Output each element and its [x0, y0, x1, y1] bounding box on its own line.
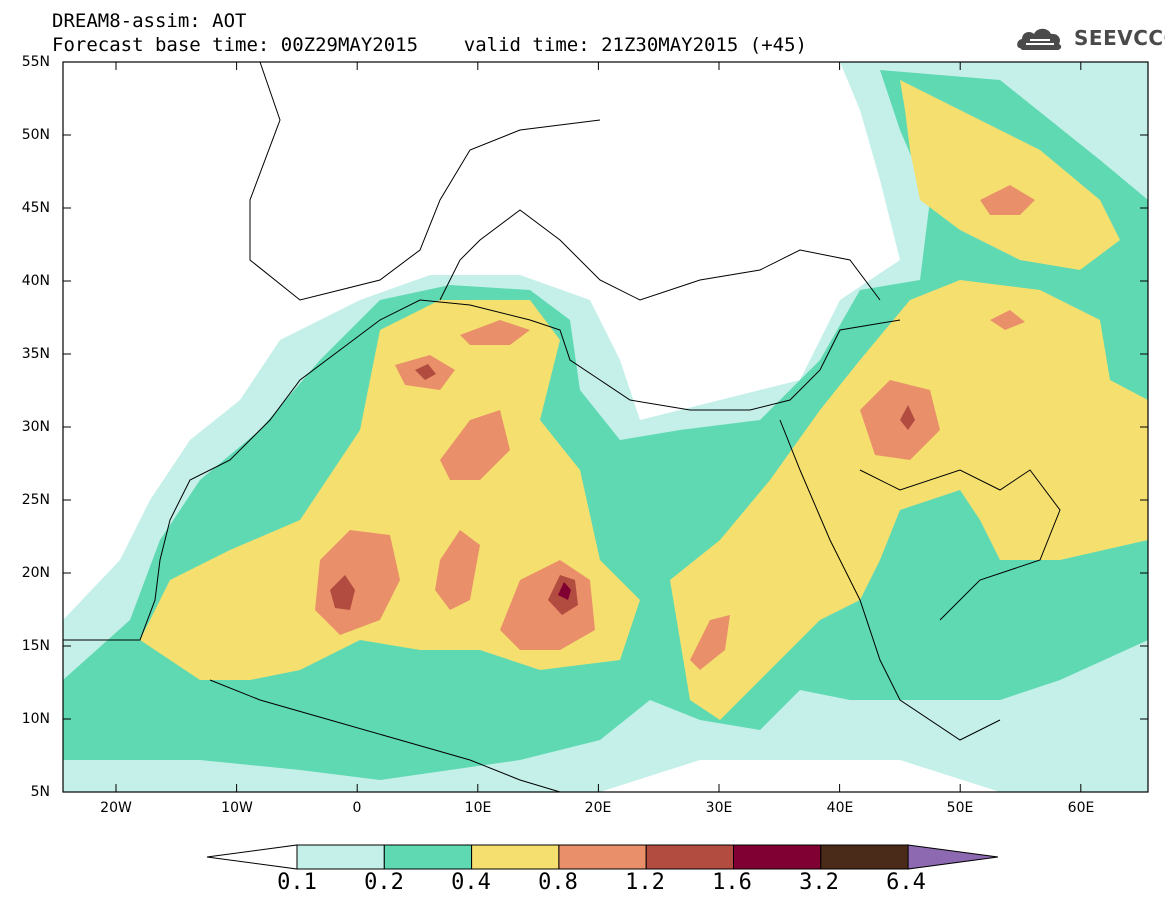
lon-label-50e: 50E: [946, 800, 974, 816]
lat-label-25n: 25N: [21, 492, 50, 508]
lon-label-40e: 40E: [826, 800, 854, 816]
colorbar-segment: [471, 844, 560, 870]
lat-label-35n: 35N: [21, 346, 50, 362]
aot-band-0-8d: [440, 410, 510, 480]
lat-label-40n: 40N: [21, 273, 50, 289]
lon-label-30e: 30E: [705, 800, 733, 816]
colorbar-segment: [820, 844, 909, 870]
lat-label-50n: 50N: [21, 127, 50, 143]
lat-label-55n: 55N: [21, 54, 50, 70]
colorbar-over-arrow: [907, 844, 999, 870]
lon-label-20e: 20E: [584, 800, 612, 816]
colorbar-label: 1.6: [712, 870, 752, 895]
lat-label-20n: 20N: [21, 565, 50, 581]
axis-ticks: [63, 61, 1148, 793]
colorbar-label: 3.2: [799, 870, 839, 895]
aot-band-0-8h: [980, 185, 1035, 215]
lat-label-45n: 45N: [21, 200, 50, 216]
forecast-time-subtitle: Forecast base time: 00Z29MAY2015 valid t…: [52, 34, 807, 56]
colorbar-label: 6.4: [886, 870, 926, 895]
colorbar-label: 0.2: [364, 870, 404, 895]
lat-label-10n: 10N: [21, 711, 50, 727]
map-title: DREAM8-assim: AOT: [52, 10, 247, 32]
colorbar: [206, 844, 999, 870]
lon-label-10e: 10E: [464, 800, 492, 816]
aot-band-1-6: [558, 582, 571, 600]
colorbar-segment: [733, 844, 822, 870]
lon-label-0: 0: [352, 800, 362, 816]
lon-label-20w: 20W: [100, 800, 132, 816]
coastlines: [63, 62, 1061, 792]
aot-band-0-8f: [690, 615, 730, 670]
aot-band-1-2c: [415, 364, 436, 380]
colorbar-segment: [383, 844, 473, 870]
aot-band-0-8i: [990, 310, 1025, 330]
aot-band-0-4: [140, 300, 640, 680]
colorbar-label: 0.8: [538, 870, 578, 895]
aot-band-0-4c: [900, 80, 1120, 270]
lat-label-30n: 30N: [21, 419, 50, 435]
logo-text: SEEVCCC: [1074, 26, 1165, 50]
lon-label-60e: 60E: [1067, 800, 1095, 816]
aot-band-0-8: [315, 530, 400, 635]
aot-band-1-2: [330, 575, 355, 610]
aot-field: [63, 62, 1148, 792]
colorbar-segment: [645, 844, 735, 870]
aot-band-0-4b: [670, 280, 1148, 720]
aot-band-0-8j: [460, 320, 530, 345]
colorbar-label: 1.2: [625, 870, 665, 895]
aot-band-1-2d: [900, 405, 915, 430]
colorbar-under-arrow: [206, 844, 298, 870]
lat-label-5n: 5N: [30, 784, 50, 800]
colorbar-segment: [296, 844, 385, 870]
colorbar-segment: [558, 844, 647, 870]
colorbar-label: 0.4: [451, 870, 491, 895]
colorbar-label: 0.1: [277, 870, 317, 895]
cloud-icon: [1017, 28, 1062, 50]
lat-label-15n: 15N: [21, 638, 50, 654]
aot-band-0-8e: [435, 530, 480, 610]
lon-label-10w: 10W: [221, 800, 253, 816]
